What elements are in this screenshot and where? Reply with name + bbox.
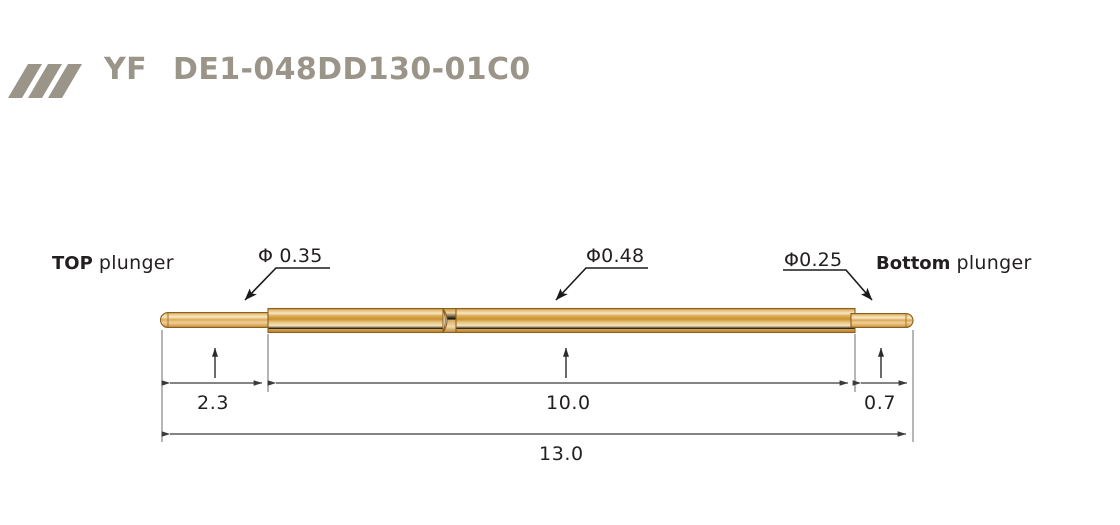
bottom-plunger-rod	[850, 312, 914, 329]
diameter-barrel: Φ0.48	[586, 245, 645, 267]
extension-lines	[161, 330, 914, 442]
dimension-lines	[161, 380, 908, 437]
dimension-label-0-7: 0.7	[864, 392, 897, 414]
bottom-plunger-label-light: plunger	[956, 252, 1032, 274]
brand-name: YF	[104, 52, 148, 87]
top-plunger-label: TOP plunger	[52, 252, 174, 274]
bottom-plunger-label-bold: Bottom	[876, 253, 951, 274]
leader-top-plunger	[244, 267, 330, 301]
barrel-left-section	[267, 307, 444, 334]
dimension-label-13-0: 13.0	[539, 443, 584, 465]
top-plunger-rod	[160, 311, 275, 329]
part-number: DE1-048DD130-01C0	[173, 52, 531, 87]
page-title: YF DE1-048DD130-01C0	[104, 52, 531, 87]
probe-body	[160, 307, 914, 334]
leader-barrel	[555, 267, 648, 301]
diameter-top-plunger: Φ 0.35	[258, 245, 323, 267]
diameter-leaders	[244, 267, 873, 301]
dimension-label-2-3: 2.3	[197, 392, 230, 414]
barrel-right-section	[455, 307, 856, 334]
top-plunger-label-light: plunger	[98, 252, 174, 274]
title-bar: YF DE1-048DD130-01C0	[0, 48, 1120, 112]
dimension-label-10-0: 10.0	[546, 392, 591, 414]
leader-bottom-plunger	[783, 269, 873, 301]
diameter-bottom-plunger: Φ0.25	[784, 249, 843, 271]
dimension-pointer-arrows	[211, 347, 884, 378]
top-plunger-label-bold: TOP	[52, 253, 93, 274]
crimp-groove-waist-left	[442, 308, 446, 333]
yf-slanted-bars-logo	[8, 64, 82, 98]
bottom-plunger-label: Bottom plunger	[876, 252, 1032, 274]
